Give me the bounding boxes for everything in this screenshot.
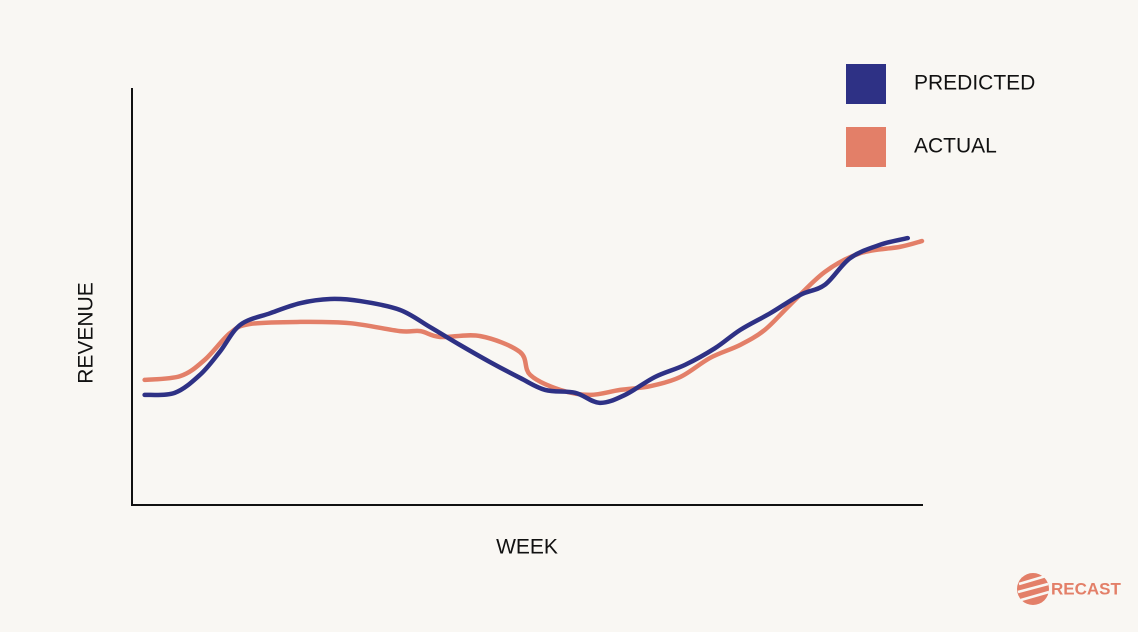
legend-swatch (846, 64, 886, 104)
series-line (142, 238, 925, 398)
brand-name: RECAST (1051, 579, 1122, 598)
legend-swatch (846, 127, 886, 167)
series-line (142, 235, 911, 406)
legend-label: PREDICTED (914, 72, 1035, 95)
legend-label: ACTUAL (914, 135, 997, 158)
y-axis-label: REVENUE (75, 282, 98, 384)
logo-stripes (1017, 574, 1050, 602)
x-axis-label: WEEK (496, 536, 558, 559)
brand-logo: RECAST (1017, 573, 1122, 605)
